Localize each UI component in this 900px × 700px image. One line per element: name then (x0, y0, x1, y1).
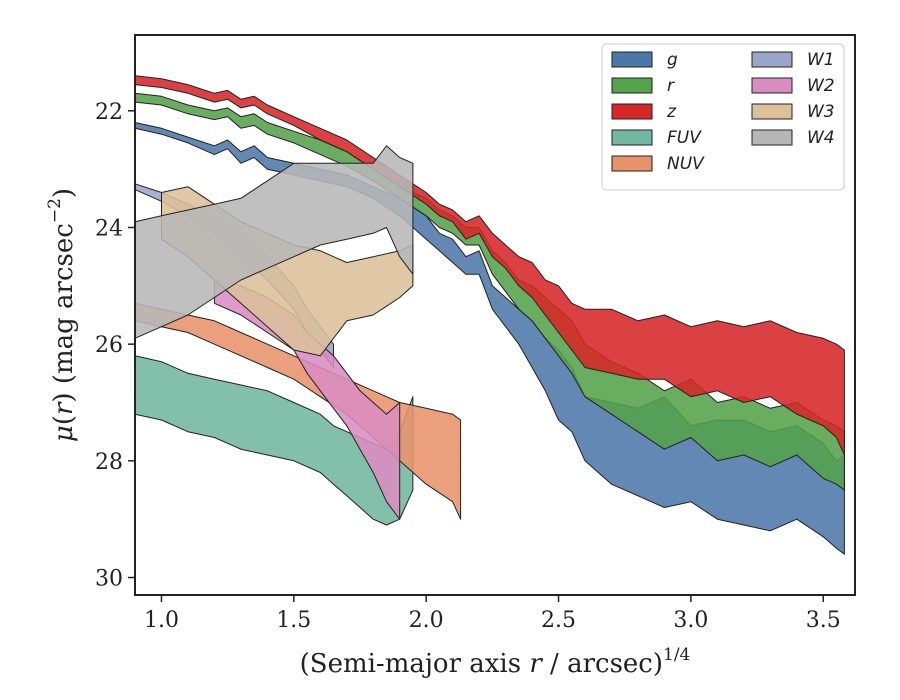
x-tick-label: 1.5 (276, 608, 311, 633)
legend-swatch-w2 (751, 77, 793, 94)
band-fuv (134, 355, 414, 526)
x-tick-label: 2.5 (541, 608, 576, 633)
legend-label-g: g (667, 50, 678, 70)
y-tick-label: 22 (95, 100, 123, 125)
legend-label-w1: W1 (807, 50, 835, 70)
band-w4 (134, 145, 414, 339)
legend-label-w3: W3 (807, 102, 835, 122)
legend-label-nuv: NUV (667, 154, 705, 174)
x-tick-label: 1.0 (144, 608, 179, 633)
x-axis: 1.0 1.5 2.0 2.5 3.0 3.5 (144, 595, 841, 633)
x-axis-label: (Semi-major axis r / arcsec)1/4 (300, 645, 691, 679)
x-tick-label: 2.0 (409, 608, 444, 633)
x-tick-label: 3.5 (806, 608, 841, 633)
legend-swatch-z (611, 103, 653, 120)
y-tick-label: 26 (95, 333, 123, 358)
y-axis-label: μ(r) (mag arcsec−2) (45, 188, 79, 442)
legend-swatch-r (611, 77, 653, 94)
y-tick-label: 30 (95, 567, 123, 592)
band-layer (134, 75, 845, 555)
legend-swatch-w1 (751, 51, 793, 68)
y-tick-label: 28 (95, 450, 123, 475)
plot-frame (134, 34, 856, 596)
legend-label-z: z (666, 102, 677, 122)
legend-label-w2: W2 (807, 76, 835, 96)
legend-swatch-w3 (751, 103, 793, 120)
y-tick-label: 24 (95, 217, 123, 242)
legend-label-fuv: FUV (667, 128, 702, 148)
legend-swatch-fuv (611, 129, 653, 146)
legend-swatch-w4 (751, 129, 793, 146)
legend: grz FUV NUV W1 W2 W3 W4 (601, 43, 845, 191)
x-tick-label: 3.0 (673, 608, 708, 633)
legend-label-w4: W4 (807, 128, 835, 148)
legend-swatch-g (611, 51, 653, 68)
y-axis: 22 24 26 28 30 (95, 100, 135, 592)
legend-label-r: r (667, 76, 675, 96)
legend-swatch-nuv (611, 155, 653, 172)
